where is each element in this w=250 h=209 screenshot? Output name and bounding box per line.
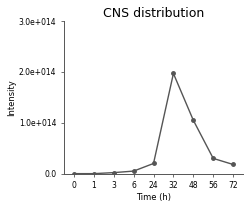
Title: CNS distribution: CNS distribution [103,7,204,20]
X-axis label: Time (h): Time (h) [136,193,171,202]
Y-axis label: Intensity: Intensity [7,79,16,116]
